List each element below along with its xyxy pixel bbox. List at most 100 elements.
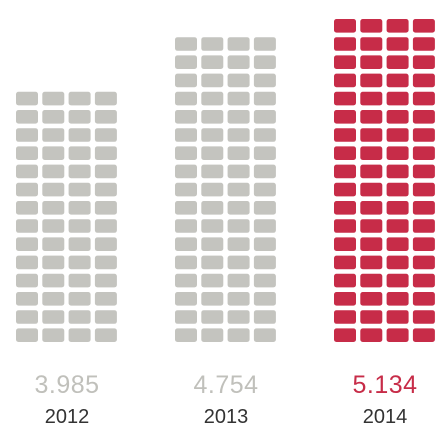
bar-block — [16, 255, 38, 270]
bar-block — [42, 164, 65, 179]
bar-block — [360, 110, 383, 124]
bar-block — [253, 310, 276, 324]
bar-block — [334, 164, 356, 179]
bar-block — [360, 201, 383, 215]
bar-block — [94, 182, 117, 197]
bar-block — [412, 164, 435, 179]
bar-block — [175, 255, 197, 270]
bar-block — [201, 310, 224, 324]
value-label-2014: 5.134 — [352, 371, 418, 399]
bar-block — [16, 328, 38, 342]
bar-block — [360, 328, 383, 342]
bar-block — [175, 37, 197, 51]
bar-block — [42, 237, 65, 251]
bar-block — [253, 182, 276, 197]
year-label-2012: 2012 — [44, 406, 90, 428]
bar-block — [253, 55, 276, 69]
bar-block — [175, 201, 197, 215]
bar-block — [227, 328, 250, 342]
bar-block — [360, 73, 383, 88]
bar-block — [386, 182, 409, 197]
bar-block — [334, 146, 356, 160]
bar-block — [94, 310, 117, 324]
bar-block — [360, 146, 383, 160]
bar-block — [68, 237, 91, 251]
bar-block — [94, 292, 117, 306]
bar-block — [42, 201, 65, 215]
bar-block — [227, 219, 250, 233]
bar-block — [227, 55, 250, 69]
bar-block — [386, 255, 409, 270]
bar-block — [412, 37, 435, 51]
bar-block — [68, 164, 91, 179]
bar-block — [42, 128, 65, 142]
bar-block — [16, 146, 38, 160]
year-label-2014: 2014 — [362, 406, 408, 428]
bar-block — [360, 55, 383, 69]
bar-block — [412, 310, 435, 324]
bar-block — [412, 273, 435, 288]
bar-block — [386, 328, 409, 342]
bar-block — [16, 201, 38, 215]
bar-block — [227, 146, 250, 160]
bar-block — [227, 37, 250, 51]
value-label-2012: 3.985 — [34, 371, 100, 399]
bar-block — [334, 55, 356, 69]
bar-block — [253, 201, 276, 215]
bar-block — [253, 37, 276, 51]
bar-block — [227, 182, 250, 197]
bar-block — [16, 128, 38, 142]
bar-block — [201, 55, 224, 69]
bar-block — [201, 110, 224, 124]
bar-block — [201, 237, 224, 251]
bar-block — [360, 292, 383, 306]
year-label-2013: 2013 — [203, 406, 249, 428]
bar-block — [227, 292, 250, 306]
bar-block — [68, 182, 91, 197]
bar-block — [175, 310, 197, 324]
bar-block — [175, 73, 197, 88]
bar-block — [16, 164, 38, 179]
bar-block — [386, 73, 409, 88]
bar-block — [68, 146, 91, 160]
bar-block — [412, 91, 435, 106]
bar-2012 — [16, 91, 117, 342]
bar-block — [386, 273, 409, 288]
bar-block — [94, 328, 117, 342]
bar-block — [175, 110, 197, 124]
bar-block — [175, 91, 197, 106]
bar-block — [94, 201, 117, 215]
bar-block — [360, 128, 383, 142]
bar-block — [360, 182, 383, 197]
bar-block — [227, 73, 250, 88]
bar-block — [386, 128, 409, 142]
bar-block — [68, 110, 91, 124]
bar-block — [412, 146, 435, 160]
bar-block — [334, 37, 356, 51]
bar-block — [386, 19, 409, 33]
bar-block — [386, 219, 409, 233]
bar-block — [16, 182, 38, 197]
bar-block — [175, 273, 197, 288]
bar-block — [201, 37, 224, 51]
bar-block — [68, 273, 91, 288]
bar-block — [334, 219, 356, 233]
bar-block — [94, 237, 117, 251]
bar-block — [227, 128, 250, 142]
bar-block — [334, 73, 356, 88]
bar-block — [334, 255, 356, 270]
bar-block — [175, 182, 197, 197]
bar-block — [253, 110, 276, 124]
bar-block — [386, 91, 409, 106]
bar-block — [175, 128, 197, 142]
bar-block — [201, 255, 224, 270]
bar-block — [412, 201, 435, 215]
bar-block — [42, 110, 65, 124]
bar-block — [412, 55, 435, 69]
value-label-2013: 4.754 — [193, 371, 259, 399]
bar-block — [253, 255, 276, 270]
bar-block — [253, 128, 276, 142]
bar-block — [334, 273, 356, 288]
bar-block — [42, 255, 65, 270]
